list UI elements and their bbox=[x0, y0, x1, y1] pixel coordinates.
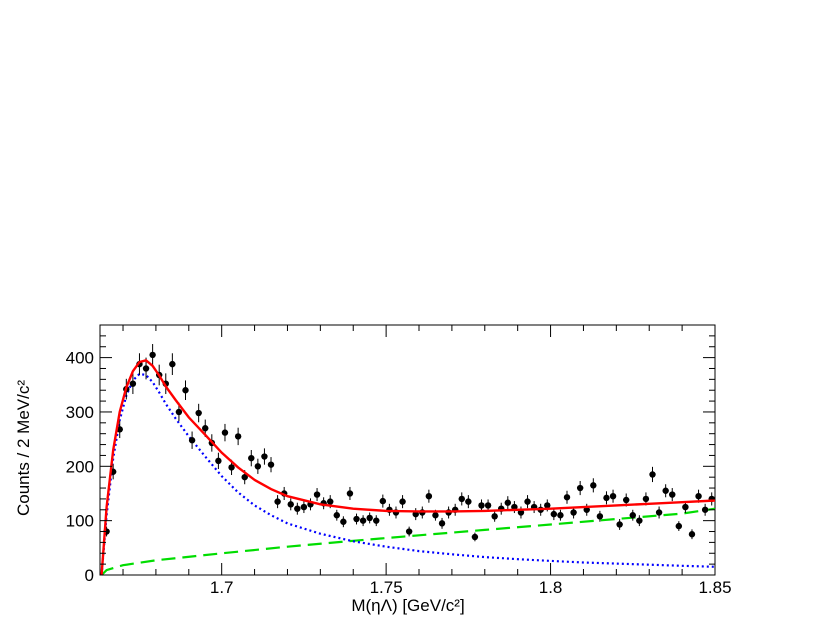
data-point bbox=[399, 498, 406, 505]
data-point bbox=[491, 513, 498, 520]
data-point bbox=[471, 533, 479, 541]
data-point bbox=[261, 453, 268, 460]
data-point bbox=[149, 351, 156, 359]
data-point bbox=[195, 409, 202, 417]
data-point bbox=[524, 498, 531, 505]
data-point bbox=[570, 509, 577, 516]
data-point bbox=[669, 491, 676, 498]
data-point bbox=[478, 502, 485, 509]
signal-curve-layer bbox=[100, 372, 716, 576]
background-curve bbox=[100, 507, 716, 576]
data-point bbox=[642, 495, 650, 503]
data-point bbox=[313, 491, 321, 498]
data-point bbox=[550, 510, 558, 518]
data-point bbox=[373, 517, 380, 524]
x-tick-label: 1.85 bbox=[698, 578, 731, 597]
data-point bbox=[623, 496, 630, 504]
x-axis-title: M(ηΛ) [GeV/c²] bbox=[351, 596, 464, 615]
data-point bbox=[142, 365, 150, 372]
y-tick-label: 200 bbox=[66, 457, 94, 476]
data-point bbox=[182, 387, 189, 394]
data-point bbox=[254, 463, 262, 470]
y-tick-label: 100 bbox=[66, 512, 94, 531]
y-axis-title: Counts / 2 MeV/c² bbox=[14, 380, 33, 516]
data-point bbox=[465, 498, 472, 505]
data-point bbox=[458, 495, 465, 503]
data-point bbox=[274, 498, 281, 505]
data-point bbox=[576, 484, 584, 492]
data-point bbox=[557, 512, 564, 519]
data-point bbox=[636, 517, 643, 524]
x-tick-label: 1.8 bbox=[539, 578, 563, 597]
data-point bbox=[484, 502, 492, 509]
data-point bbox=[688, 531, 696, 538]
data-point bbox=[234, 433, 242, 440]
data-point bbox=[188, 437, 196, 444]
axes bbox=[99, 324, 716, 576]
data-point bbox=[221, 429, 229, 436]
total-fit-curve bbox=[100, 358, 716, 576]
data-point bbox=[333, 512, 340, 519]
data-point bbox=[300, 503, 308, 511]
data-point bbox=[359, 517, 367, 524]
data-point bbox=[248, 454, 255, 462]
total-fit-curve-layer bbox=[100, 358, 716, 576]
y-tick-label: 0 bbox=[85, 566, 94, 585]
data-point bbox=[563, 494, 571, 501]
data-point bbox=[675, 522, 683, 530]
data-point bbox=[590, 482, 597, 489]
data-point bbox=[629, 512, 636, 519]
data-point bbox=[294, 505, 301, 512]
data-point bbox=[616, 521, 623, 528]
data-point bbox=[695, 492, 702, 500]
data-point bbox=[340, 518, 347, 525]
data-point bbox=[241, 473, 248, 481]
data-point bbox=[405, 528, 413, 535]
y-tick-label: 300 bbox=[66, 403, 94, 422]
data-point bbox=[175, 408, 183, 416]
data-point bbox=[438, 520, 446, 527]
y-tick-label: 400 bbox=[66, 349, 94, 368]
data-point bbox=[432, 512, 439, 519]
data-point bbox=[353, 515, 360, 523]
data-point bbox=[202, 425, 209, 432]
data-point bbox=[228, 464, 235, 471]
data-point bbox=[609, 492, 617, 500]
x-tick-label: 1.75 bbox=[370, 578, 403, 597]
data-point bbox=[603, 494, 610, 502]
data-point bbox=[425, 492, 433, 500]
data-point bbox=[701, 506, 709, 513]
data-point bbox=[215, 457, 222, 465]
background-curve-layer bbox=[100, 507, 716, 576]
data-point bbox=[544, 502, 551, 509]
data-point bbox=[379, 497, 387, 505]
data-point bbox=[682, 503, 689, 511]
data-point bbox=[346, 490, 354, 497]
data-point bbox=[327, 498, 334, 505]
data-point bbox=[366, 514, 373, 522]
plot-frame bbox=[99, 324, 716, 576]
x-tick-label: 1.7 bbox=[210, 578, 234, 597]
data-point bbox=[169, 360, 176, 368]
data-point bbox=[596, 513, 604, 520]
data-point bbox=[129, 380, 137, 387]
data-point bbox=[504, 499, 512, 506]
data-point bbox=[655, 509, 663, 516]
axis-ticks: 1.7 1.75 1.8 1.85 0 100 200 300 400 bbox=[66, 325, 732, 597]
signal-curve bbox=[100, 372, 716, 576]
data-point bbox=[649, 471, 656, 478]
data-point bbox=[267, 461, 275, 468]
data-point bbox=[287, 501, 294, 508]
data-point bbox=[662, 487, 669, 494]
